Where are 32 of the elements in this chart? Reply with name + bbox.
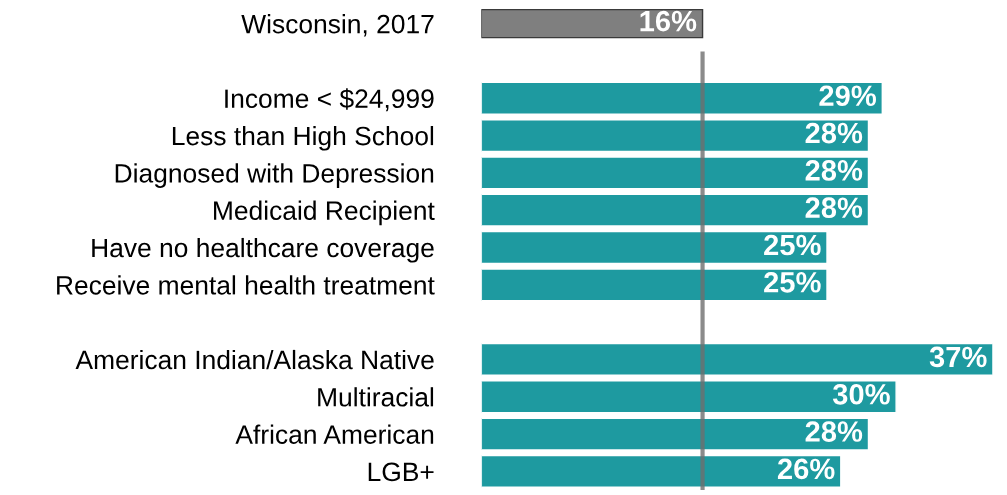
y-tick-label: LGB+ bbox=[368, 462, 434, 482]
data-label: 25% bbox=[764, 234, 821, 256]
y-tick-label: Multiracial bbox=[318, 387, 434, 407]
data-label: 37% bbox=[929, 346, 987, 368]
y-tick-label: Income < $24,999 bbox=[225, 88, 434, 112]
bar bbox=[481, 454, 842, 488]
bar bbox=[481, 156, 870, 190]
data-label: 25% bbox=[764, 271, 821, 293]
bar bbox=[481, 230, 828, 265]
y-tick-label: Less than High School bbox=[172, 125, 434, 151]
y-tick-label: Medicaid Recipient bbox=[214, 200, 435, 226]
y-tick-label: Diagnosed with Depression bbox=[115, 163, 434, 188]
bar bbox=[481, 380, 897, 414]
bar bbox=[481, 193, 870, 227]
bar bbox=[481, 417, 870, 451]
y-tick-label: Wisconsin, 2017 bbox=[241, 14, 434, 37]
data-label: 28% bbox=[805, 160, 863, 181]
y-tick-label: Have no healthcare coverage bbox=[92, 237, 434, 263]
bar bbox=[481, 342, 993, 377]
data-label: 30% bbox=[832, 383, 890, 405]
data-label: 16% bbox=[640, 10, 697, 32]
bar bbox=[481, 81, 883, 115]
data-label: 29% bbox=[819, 85, 876, 107]
bar bbox=[481, 118, 870, 153]
data-label: 28% bbox=[805, 122, 863, 144]
y-tick-label: Receive mental health treatment bbox=[57, 275, 435, 295]
bar bbox=[481, 268, 828, 302]
data-label: 28% bbox=[805, 421, 863, 442]
data-label: 28% bbox=[805, 197, 863, 219]
y-tick-label: American Indian/Alaska Native bbox=[75, 349, 434, 370]
data-label: 26% bbox=[777, 458, 835, 480]
y-tick-label: African American bbox=[235, 424, 434, 444]
